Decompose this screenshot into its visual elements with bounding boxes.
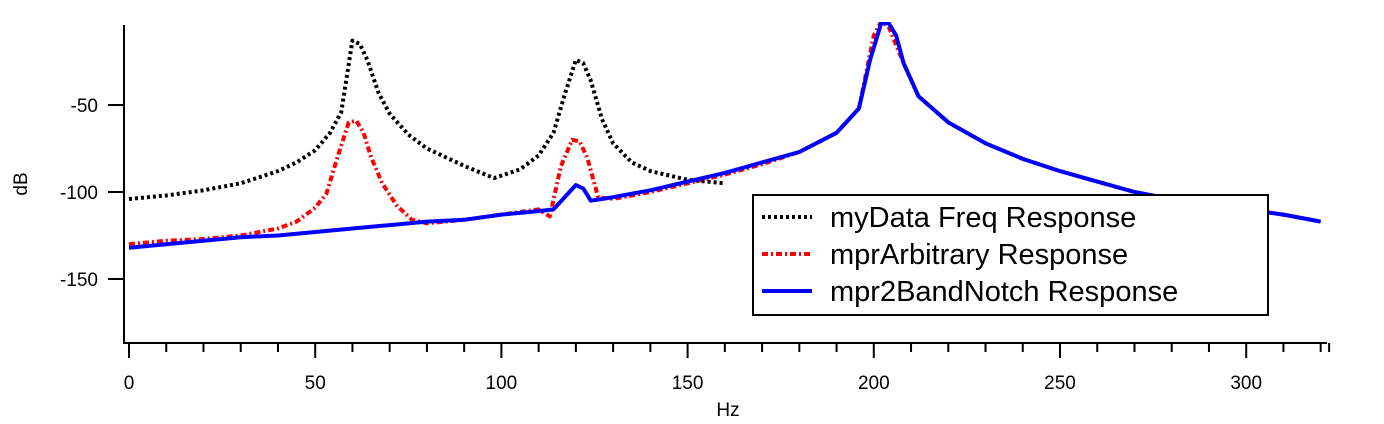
series-line-mydata-freq-response [128,38,725,201]
y-tick-label: -150 [60,270,98,291]
x-tick-label: 0 [124,373,135,394]
x-tick-label: 50 [305,373,326,394]
y-axis-title: dB [11,172,32,195]
x-tick-label: 250 [1044,373,1076,394]
x-tick-label: 150 [672,373,704,394]
series-layer [128,22,1322,250]
y-tick-label: -50 [71,96,98,117]
x-axis-title: Hz [716,400,739,421]
legend-label-mydata: myData Freq Response [830,202,1136,234]
y-tick-label: -100 [60,183,98,204]
x-tick-label: 200 [858,373,890,394]
x-tick-label: 100 [486,373,518,394]
legend-box [752,194,1269,316]
y-axis-ticks: -50 -100 -150 [60,96,124,291]
x-tick-label: 300 [1230,373,1262,394]
legend-label-mprarbitrary: mprArbitrary Response [830,239,1128,271]
series-line-mpr2bandnotch-response [128,22,1322,250]
x-axis-ticks: 0 50 100 150 200 250 300 [124,343,1331,394]
legend: myData Freq Response mprArbitrary Respon… [752,194,1269,316]
legend-label-mpr2bandnotch: mpr2BandNotch Response [830,276,1178,308]
